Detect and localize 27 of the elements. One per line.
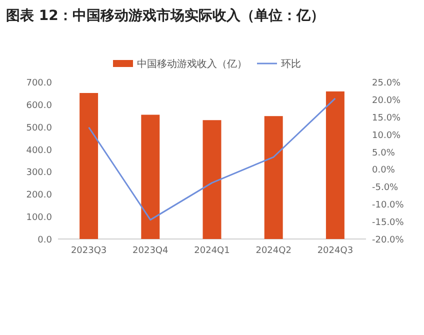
x-tick-label: 2024Q1	[194, 246, 230, 256]
y2-tick-label: 10.0%	[372, 130, 402, 141]
legend-label: 环比	[281, 58, 301, 70]
y2-tick-label: -5.0%	[372, 183, 399, 194]
y-tick-label: 700.0	[26, 78, 52, 88]
y2-tick-label: 20.0%	[372, 96, 402, 106]
y2-tick-label: -20.0%	[372, 236, 404, 246]
y2-tick-label: 0.0%	[372, 166, 396, 176]
y-tick-label: 600.0	[26, 100, 52, 111]
y-tick-label: 500.0	[26, 123, 52, 134]
y2-tick-label: 5.0%	[372, 148, 396, 158]
y2-tick-label: 25.0%	[372, 78, 402, 88]
x-tick-label: 2024Q2	[256, 246, 292, 256]
x-tick-label: 2024Q3	[317, 246, 354, 256]
y2-tick-label: -15.0%	[372, 218, 404, 228]
y2-tick-label: -10.0%	[372, 200, 404, 211]
y-tick-label: 400.0	[26, 146, 52, 156]
x-tick-label: 2023Q3	[70, 246, 107, 256]
y-tick-label: 0.0	[38, 236, 52, 246]
y-tick-label: 100.0	[26, 213, 52, 224]
line-series	[88, 98, 336, 221]
legend-label: 中国移动游戏收入（亿）	[137, 58, 247, 70]
chart-title: 图表 12：中国移动游戏市场实际收入（单位：亿）	[6, 7, 324, 24]
x-tick-label: 2023Q4	[132, 246, 169, 256]
y2-tick-label: 15.0%	[372, 113, 402, 124]
y-tick-label: 200.0	[26, 190, 52, 201]
y-tick-label: 300.0	[26, 168, 52, 178]
